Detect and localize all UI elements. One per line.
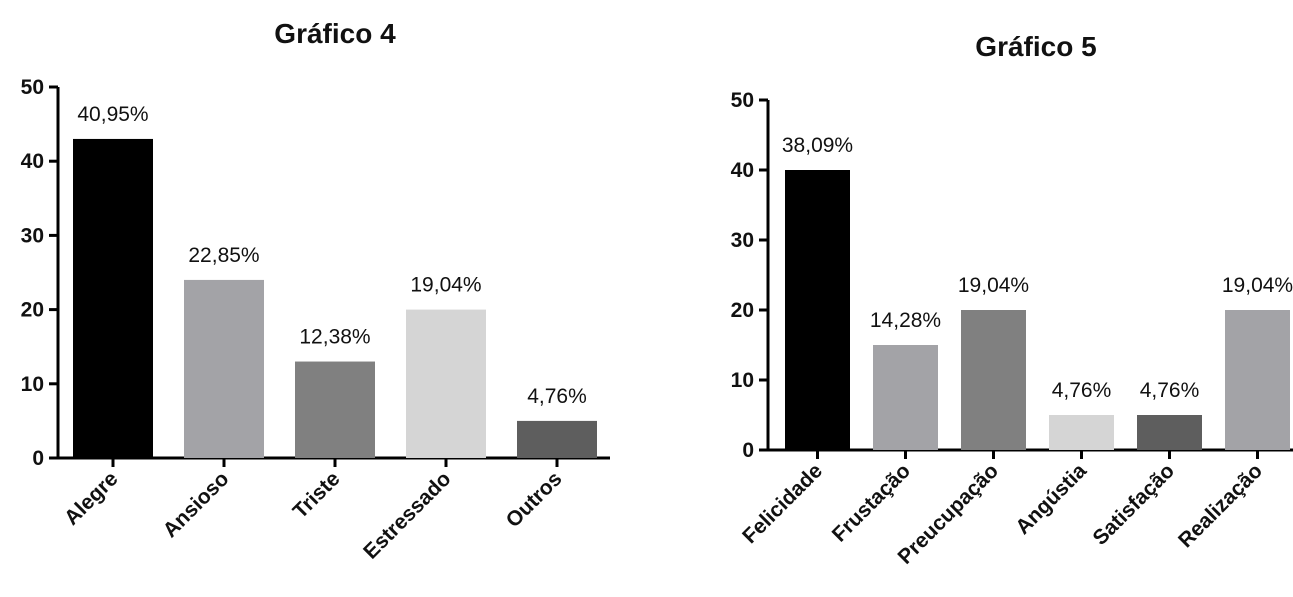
y-tick-label: 50 bbox=[731, 89, 754, 112]
y-tick-label: 0 bbox=[32, 447, 44, 470]
y-tick-label: 30 bbox=[21, 224, 44, 247]
bar-alegre bbox=[73, 138, 153, 458]
bar-angústia bbox=[1049, 415, 1114, 450]
bar-data-label: 38,09% bbox=[782, 134, 853, 157]
x-category-label: Felicidade bbox=[738, 459, 827, 548]
bar-data-label: 4,76% bbox=[1140, 379, 1200, 402]
y-tick-label: 0 bbox=[742, 439, 754, 462]
bar-estressado bbox=[406, 309, 486, 458]
y-tick-label: 30 bbox=[731, 229, 754, 252]
x-category-label: Realização bbox=[1174, 459, 1267, 552]
bar-realização bbox=[1225, 310, 1290, 450]
x-category-label: Triste bbox=[289, 467, 345, 523]
bar-data-label: 19,04% bbox=[410, 274, 481, 297]
x-category-label: Frustação bbox=[828, 459, 915, 546]
y-tick-label: 10 bbox=[731, 369, 754, 392]
x-category-label: Estressado bbox=[359, 467, 455, 563]
bar-preucupação bbox=[961, 310, 1026, 450]
bar-data-label: 14,28% bbox=[870, 309, 941, 332]
x-category-label: Alegre bbox=[60, 467, 122, 529]
bar-outros bbox=[517, 420, 597, 458]
bar-data-label: 22,85% bbox=[188, 244, 259, 267]
chart-title: Gráfico 5 bbox=[975, 31, 1096, 62]
chart-title: Gráfico 4 bbox=[274, 18, 396, 49]
bar-ansioso bbox=[184, 279, 264, 458]
chart-grafico-5: Gráfico 5 0 10 20 30 40 50 38,09% Felicidade 14,… bbox=[731, 31, 1293, 569]
bar-triste bbox=[295, 361, 375, 458]
y-tick-label: 50 bbox=[21, 76, 44, 99]
bar-frustação bbox=[873, 345, 938, 450]
bar-data-label: 19,04% bbox=[1222, 274, 1293, 297]
bar-felicidade bbox=[785, 170, 850, 450]
y-tick-label: 20 bbox=[731, 299, 754, 322]
x-category-label: Ansioso bbox=[159, 467, 234, 542]
y-tick-label: 20 bbox=[21, 299, 44, 322]
bar-data-label: 4,76% bbox=[527, 385, 587, 408]
y-tick-label: 40 bbox=[731, 159, 754, 182]
bar-data-label: 12,38% bbox=[299, 326, 370, 349]
bar-data-label: 19,04% bbox=[958, 274, 1029, 297]
x-category-label: Satisfação bbox=[1088, 459, 1179, 550]
chart-grafico-4: Gráfico 4 0 10 20 30 40 50 40,95% Alegre 22,85% A… bbox=[21, 18, 610, 564]
bar-satisfação bbox=[1137, 415, 1202, 450]
y-tick-label: 40 bbox=[21, 150, 44, 173]
bar-data-label: 4,76% bbox=[1052, 379, 1112, 402]
x-category-label: Outros bbox=[502, 467, 567, 532]
bar-data-label: 40,95% bbox=[77, 103, 148, 126]
y-tick-label: 10 bbox=[21, 373, 44, 396]
x-category-label: Angústia bbox=[1011, 459, 1091, 539]
